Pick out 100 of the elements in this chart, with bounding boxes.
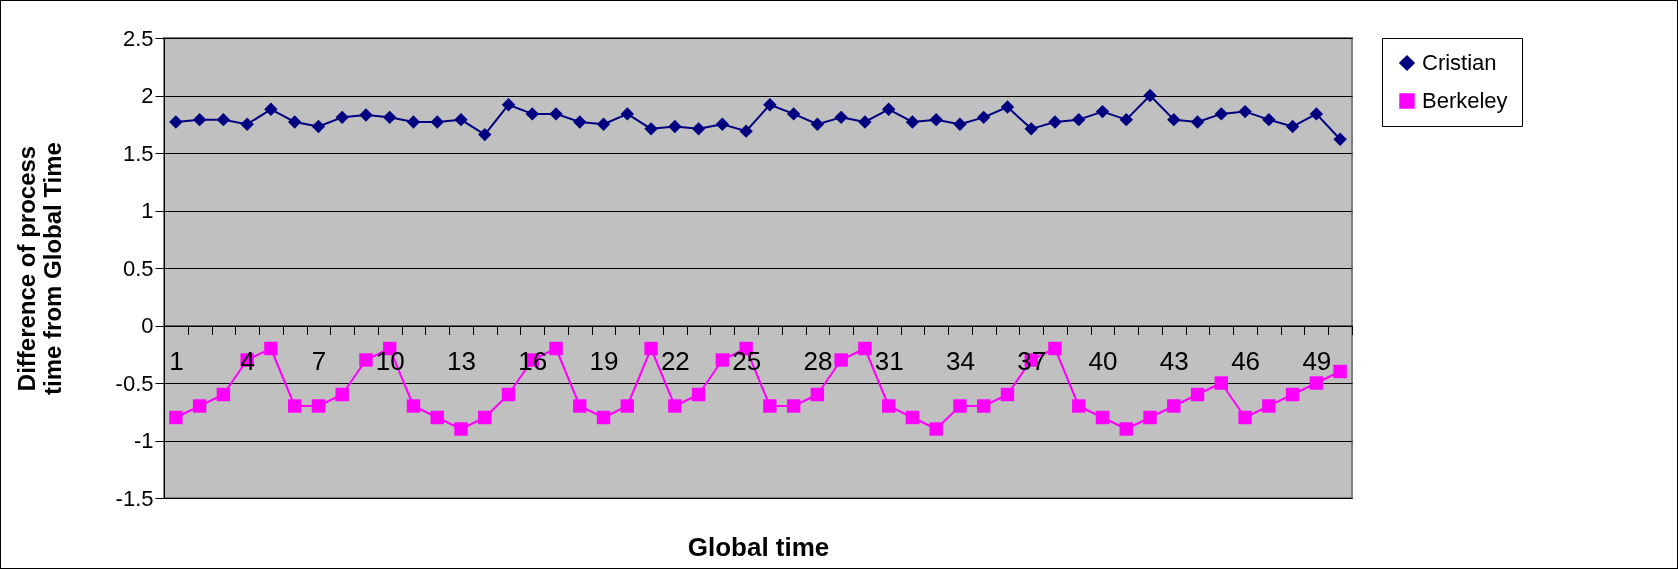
x-tick-label: 13: [447, 346, 476, 376]
point: [192, 399, 207, 413]
x-axis-title: Global time: [687, 531, 830, 562]
point: [1309, 107, 1324, 121]
point: [1072, 399, 1086, 413]
x-tick-label: 49: [1302, 346, 1332, 376]
point: [573, 399, 587, 413]
point: [1048, 341, 1062, 356]
point: [549, 341, 563, 356]
point: [1262, 399, 1276, 413]
point: [430, 115, 444, 129]
point: [1333, 364, 1347, 379]
point: [881, 399, 896, 413]
point: [929, 422, 943, 436]
y-tick-label: 0: [141, 313, 154, 338]
point: [810, 387, 825, 402]
point: [406, 115, 421, 129]
y-tick-label: 0.5: [122, 255, 154, 281]
point: [1333, 132, 1347, 146]
point: [1143, 410, 1157, 425]
point: [691, 122, 706, 136]
point: [501, 97, 516, 112]
point: [1190, 115, 1205, 129]
point: [383, 110, 397, 125]
legend-label: Berkeley: [1422, 88, 1508, 113]
point: [1167, 112, 1181, 127]
point: [525, 107, 539, 121]
point: [1285, 387, 1300, 402]
point: [311, 119, 326, 134]
point: [810, 117, 825, 131]
point: [763, 97, 777, 112]
point: [1190, 387, 1205, 402]
point: [430, 410, 444, 425]
point: [1095, 410, 1110, 425]
y-axis-title: Difference of process time from Global Time: [12, 142, 66, 395]
x-tick-label: 34: [946, 346, 975, 376]
point: [1143, 88, 1157, 103]
y-tick-label: 2: [141, 83, 154, 108]
point: [216, 387, 231, 402]
x-tick-label: 7: [311, 346, 327, 376]
point: [1238, 104, 1252, 119]
point: [1000, 100, 1015, 114]
point: [1167, 399, 1181, 413]
point: [406, 399, 421, 413]
point: [1000, 387, 1015, 402]
point: [834, 110, 848, 125]
x-tick-label: 1: [169, 346, 184, 376]
point: [192, 112, 207, 127]
point: [287, 115, 302, 129]
point: [1285, 119, 1300, 134]
point: [620, 107, 635, 121]
point: [1214, 107, 1229, 121]
legend-label: Cristian: [1422, 50, 1497, 75]
point: [359, 353, 373, 367]
point: [1119, 112, 1133, 127]
point: [549, 107, 563, 121]
point: [264, 341, 278, 356]
x-tick-label: 46: [1231, 346, 1261, 376]
point: [858, 341, 872, 356]
point: [786, 399, 801, 413]
point: [1238, 410, 1252, 425]
x-tick-label: 31: [874, 346, 904, 376]
x-tick-label: 43: [1159, 346, 1189, 376]
point: [287, 399, 302, 413]
point: [977, 399, 991, 413]
point: [977, 110, 991, 125]
point: [905, 115, 920, 129]
point: [881, 102, 896, 117]
point: [240, 117, 254, 131]
x-tick-label: 40: [1088, 346, 1118, 376]
point: [596, 117, 611, 131]
x-tick-label: 28: [803, 346, 833, 376]
point: [644, 341, 658, 356]
y-tick-label: 2.5: [122, 25, 154, 51]
y-tick-label: -1: [133, 428, 154, 453]
y-tick-label: 1.5: [122, 140, 154, 166]
point: [1214, 376, 1229, 390]
x-tick-label: 19: [589, 346, 619, 376]
point: [715, 117, 730, 131]
point: [953, 399, 967, 413]
point: [216, 112, 231, 127]
point: [668, 119, 682, 134]
point: [739, 124, 753, 138]
point: [668, 399, 682, 413]
point: [454, 112, 468, 127]
point: [478, 127, 492, 142]
point: [1262, 112, 1276, 127]
y-tick-label: 1: [141, 198, 154, 223]
point: [264, 102, 278, 117]
point: [169, 410, 183, 425]
point: [953, 117, 967, 131]
point: [573, 115, 587, 129]
point: [715, 353, 730, 367]
point: [691, 387, 706, 402]
x-tick-label: 22: [660, 346, 690, 376]
point: [929, 112, 943, 127]
point: [335, 110, 349, 125]
point: [454, 422, 468, 436]
point: [311, 399, 326, 413]
point: [359, 108, 373, 122]
